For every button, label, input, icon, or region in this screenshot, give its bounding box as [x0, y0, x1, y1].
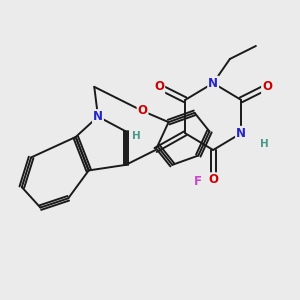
Text: H: H: [132, 131, 141, 141]
Text: N: N: [93, 110, 103, 123]
Text: O: O: [208, 173, 218, 186]
Text: H: H: [260, 139, 268, 149]
Text: O: O: [262, 80, 272, 93]
Text: N: N: [208, 76, 218, 90]
Text: F: F: [194, 175, 202, 188]
Text: N: N: [236, 127, 246, 140]
Text: O: O: [138, 104, 148, 118]
Text: O: O: [154, 80, 164, 93]
